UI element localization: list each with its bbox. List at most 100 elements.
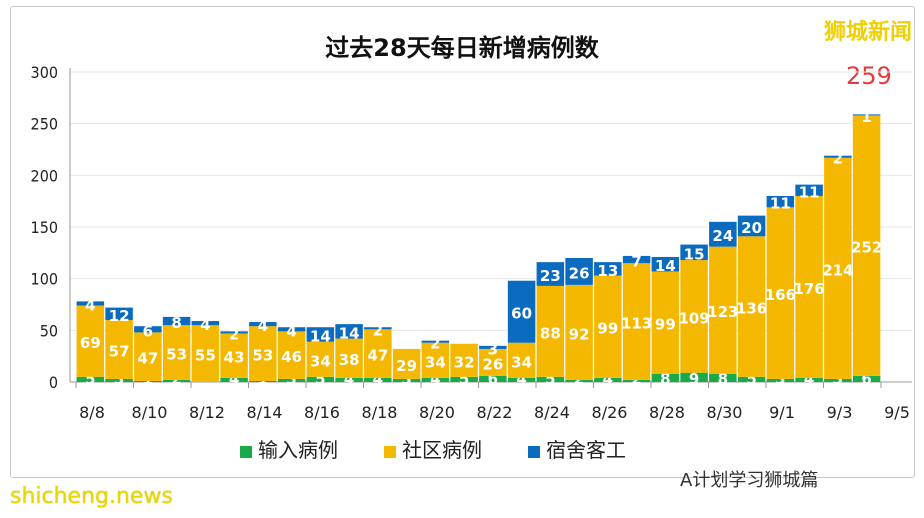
bar-segment [364, 327, 392, 330]
data-label: 7 [631, 253, 641, 271]
data-label: 176 [793, 280, 824, 298]
watermark-logo: 狮城新闻 [823, 20, 912, 45]
legend-label: 社区病例 [402, 438, 482, 462]
bar-segment [622, 255, 651, 264]
data-label: 26 [569, 264, 590, 282]
y-tick-label: 300 [31, 63, 58, 82]
data-label: 55 [195, 347, 216, 365]
bar-segment [277, 327, 306, 332]
bar-segment [335, 377, 363, 382]
bar-segment [335, 338, 363, 378]
legend-swatch [528, 445, 540, 458]
data-label: 8 [171, 314, 181, 332]
y-tick-label: 250 [31, 115, 58, 134]
data-label: 5 [85, 370, 95, 388]
data-label: 34 [425, 353, 446, 371]
bar-segment [421, 342, 450, 378]
bar-segment [220, 331, 248, 334]
data-label: 8 [660, 370, 670, 388]
data-label: 92 [569, 325, 590, 343]
data-label: 14 [655, 257, 676, 275]
data-label: 4 [85, 296, 95, 314]
data-label: 4 [373, 370, 383, 388]
legend-label: 输入病例 [258, 438, 338, 462]
bar-segment [134, 380, 162, 382]
bar-segment [766, 207, 795, 379]
data-label: 4 [516, 370, 526, 388]
x-tick-label: 8/12 [189, 403, 225, 422]
data-label: 57 [109, 342, 130, 360]
bar-segment [105, 307, 133, 320]
data-label: 34 [511, 353, 532, 371]
data-label: 60 [511, 305, 532, 323]
x-tick-label: 8/14 [247, 403, 283, 422]
bar-segment [306, 341, 335, 377]
data-label: 26 [482, 355, 503, 373]
data-label: 3 [286, 370, 296, 388]
bar-segment [249, 380, 277, 382]
x-tick-label: 8/16 [304, 403, 340, 422]
data-label: 34 [310, 352, 331, 370]
y-tick-label: 50 [40, 321, 58, 340]
data-label: 2 [430, 335, 440, 353]
data-label: 123 [707, 303, 738, 321]
bar-segment [536, 285, 565, 377]
bar-segment [709, 373, 737, 382]
data-label: 24 [712, 227, 733, 245]
bar-segment [306, 376, 335, 382]
bar-segment [766, 196, 795, 208]
legend-item: 宿舍客工 [528, 434, 626, 463]
data-label: 47 [137, 350, 158, 368]
bar-segment [450, 343, 478, 377]
bar-segment [737, 376, 766, 382]
data-label: 4 [430, 370, 440, 388]
data-label: 4 [603, 370, 613, 388]
bar-segment [392, 378, 421, 382]
data-label: 11 [799, 183, 820, 201]
bar-segment [594, 377, 622, 382]
data-label: 5 [746, 370, 756, 388]
bar-segment [277, 331, 306, 379]
data-label: 3 [401, 370, 411, 388]
data-label: 1 [861, 108, 871, 126]
bar-segment [594, 262, 622, 276]
bar-segment [709, 221, 737, 247]
bar-segment [277, 378, 306, 382]
bar-segment [507, 342, 536, 378]
bar-segment [507, 377, 536, 382]
bar-segment [249, 322, 277, 327]
data-label: 53 [166, 346, 187, 364]
bar-segment [76, 301, 105, 306]
data-label: 2 [833, 150, 843, 168]
data-label: 3 [775, 370, 785, 388]
bar-segment [737, 215, 766, 237]
bar-segment [536, 376, 565, 382]
x-tick-label: 8/20 [419, 403, 455, 422]
footer-source: A计划学习狮城篇 [680, 470, 819, 491]
data-label: 32 [454, 353, 475, 371]
legend-item: 输入病例 [240, 434, 338, 463]
data-label: 4 [344, 370, 354, 388]
bar-segment [622, 263, 651, 380]
bar-segment [335, 324, 363, 339]
bar-segment [824, 378, 852, 382]
bar-segment [795, 377, 823, 382]
data-label: 29 [396, 357, 417, 375]
x-tick-label: 8/28 [649, 403, 685, 422]
bar-segment [479, 375, 507, 382]
data-label: 14 [339, 324, 360, 342]
bar-segment [824, 157, 852, 379]
data-label: 109 [678, 309, 709, 327]
bar-segment [191, 321, 220, 326]
data-label: 47 [367, 347, 388, 365]
data-label: 12 [109, 307, 130, 325]
y-tick-label: 0 [49, 373, 58, 392]
bar-segment [709, 246, 737, 374]
legend-swatch [384, 445, 396, 458]
data-label: 113 [621, 315, 652, 333]
data-label: 2 [229, 325, 239, 343]
data-label: 252 [851, 239, 882, 257]
bar-segment [364, 329, 392, 378]
bar-segment [479, 348, 507, 376]
